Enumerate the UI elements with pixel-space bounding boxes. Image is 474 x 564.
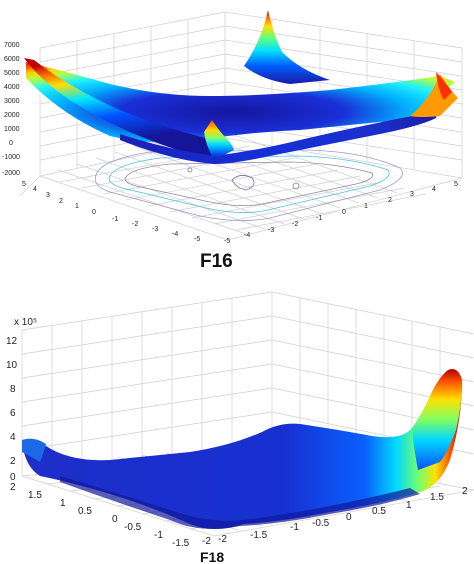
f18-xtick: -2: [202, 536, 211, 547]
f16-xtick: 3: [46, 192, 50, 199]
f18-ztick: 4: [10, 432, 16, 443]
f16-surface: [24, 10, 458, 164]
f16-xtick: 5: [22, 181, 26, 188]
f18-title: F18: [200, 549, 224, 564]
f16-surface-right-corner: [244, 10, 330, 84]
f16-ztick: -2000: [2, 170, 20, 177]
f18-surface-left-edge: [22, 438, 46, 462]
f18-xtick: 0.5: [78, 506, 92, 517]
f18-ztick: 0: [10, 472, 16, 483]
f16-xtick: -1: [112, 216, 118, 223]
f18-ztick: 8: [10, 384, 16, 395]
f16-ztick: -1000: [2, 154, 20, 161]
f16-xtick: -4: [172, 231, 178, 238]
f18-ytick: -2: [218, 534, 227, 545]
f18-ytick: -1: [290, 522, 299, 533]
f16-xtick: 4: [33, 186, 37, 193]
f16-ztick: 4000: [4, 84, 20, 91]
f18-surface-shadow: [60, 476, 420, 529]
f16-ytick: -5: [224, 238, 230, 245]
f18-surface: [22, 369, 462, 529]
f18-ytick: -1.5: [250, 530, 268, 541]
f16-z-ticks: 7000 6000 5000 4000 3000 2000 1000 0 -10…: [2, 42, 20, 177]
f16-ytick: -1: [316, 215, 322, 222]
f16-surface-left-wing: [24, 58, 216, 160]
f16-surface-right-tip: [436, 72, 452, 100]
f18-surface-peak: [412, 369, 462, 470]
f18-ytick: 0.5: [372, 506, 386, 517]
f16-ztick: 2000: [4, 112, 20, 119]
f16-axes-box: [19, 11, 463, 241]
f18-ytick: 2: [462, 486, 468, 497]
f18-xtick: -1.5: [172, 538, 190, 549]
f16-xtick: -2: [132, 221, 138, 228]
f16-x-ticks: 5 4 3 2 1 0 -1 -2 -3 -4 -5: [22, 181, 200, 243]
f18-x-ticks: 2 1.5 1 0.5 0 -0.5 -1 -1.5 -2: [10, 482, 211, 549]
f18-z-multiplier: x 10⁵: [14, 317, 37, 328]
f18-xtick: 0: [112, 514, 118, 525]
f16-ztick: 3000: [4, 98, 20, 105]
f18-surface-body: [22, 369, 462, 529]
f16-ytick: 5: [454, 181, 458, 188]
f16-ztick: 7000: [4, 42, 20, 49]
f16-ytick: 1: [364, 203, 368, 210]
f16-xtick: 1: [75, 203, 79, 210]
f18-xtick: -1: [154, 530, 163, 541]
f16-ytick: 0: [342, 209, 346, 216]
f16-xtick: 2: [59, 198, 63, 205]
f16-ztick: 0: [9, 140, 13, 147]
f18-z-ticks: x 10⁵ 12 10 8 6 4 2 0: [6, 317, 37, 483]
f16-ytick: -2: [292, 221, 298, 228]
f16-ytick: 3: [410, 191, 414, 198]
f18-xtick: 1.5: [28, 490, 42, 501]
f16-ztick: 1000: [4, 126, 20, 133]
f18-xtick: -0.5: [124, 522, 142, 533]
f18-xtick: 1: [60, 498, 66, 509]
f16-xtick: -3: [152, 226, 158, 233]
f18-ztick: 10: [6, 360, 18, 371]
f16-ytick: 2: [388, 197, 392, 204]
f16-ztick: 6000: [4, 56, 20, 63]
f18-ytick: -0.5: [312, 518, 330, 529]
f16-ytick: -4: [244, 232, 250, 239]
f16-surface-front-lip: [120, 104, 440, 164]
f18-ytick: 0: [346, 512, 352, 523]
f18-xtick: 2: [10, 482, 16, 493]
f18-ytick: 1.5: [430, 492, 444, 503]
f16-title: F16: [200, 251, 233, 272]
f16-xtick: 0: [92, 209, 96, 216]
f18-ztick: 12: [6, 336, 18, 347]
f18-ztick: 2: [10, 456, 16, 467]
f18-ytick: 1: [406, 500, 412, 511]
f16-xtick: -5: [194, 236, 200, 243]
f16-surface-front-fold: [204, 120, 234, 160]
f16-y-ticks: -5 -4 -3 -2 -1 0 1 2 3 4 5: [224, 181, 458, 245]
f16-ytick: 4: [432, 186, 436, 193]
f16-ztick: 5000: [4, 70, 20, 77]
f18-y-ticks: -2 -1.5 -1 -0.5 0 0.5 1 1.5 2: [218, 486, 468, 545]
f16-ytick: -3: [268, 227, 274, 234]
f16-contour-projection: [94, 149, 403, 221]
f18-ztick: 6: [10, 408, 16, 419]
